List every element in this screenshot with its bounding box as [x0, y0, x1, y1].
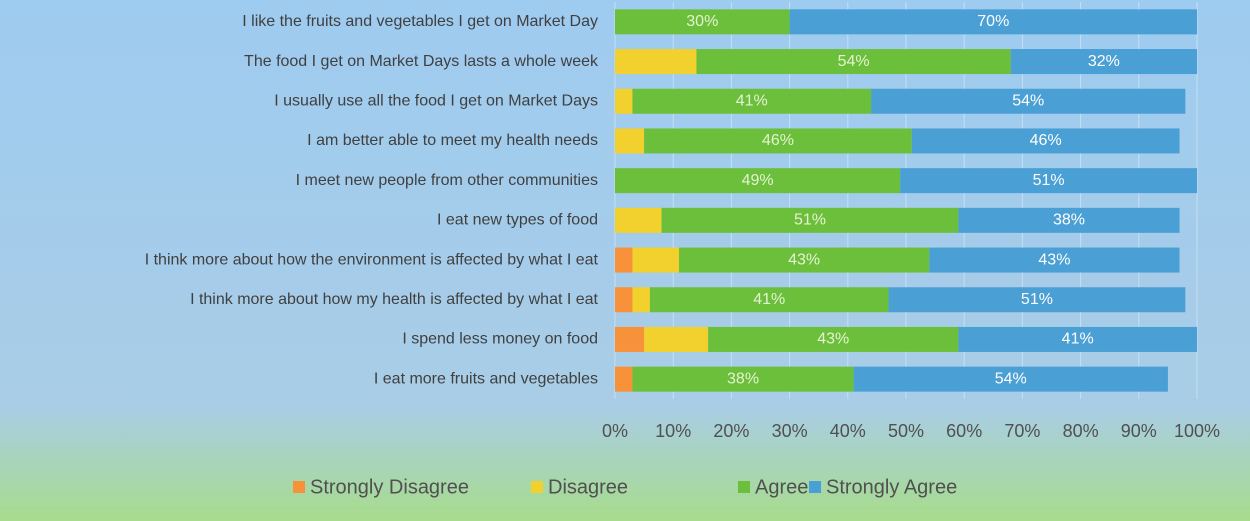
bar-segment	[615, 128, 645, 154]
bar-segment	[632, 88, 872, 114]
bar-segment	[789, 9, 1197, 35]
legend-swatch	[531, 481, 543, 493]
bar-segment	[632, 247, 680, 273]
bar-segment	[853, 366, 1168, 392]
bar-segment	[615, 168, 901, 194]
bar-segment	[615, 88, 633, 114]
bar-segment	[615, 247, 633, 273]
bar-segment	[911, 128, 1180, 154]
data-label: 51%	[794, 212, 826, 229]
data-label: 49%	[742, 172, 774, 189]
bar-segment	[888, 287, 1186, 313]
bar-segment	[644, 128, 912, 154]
bar-segment	[615, 326, 645, 352]
x-tick-label: 10%	[655, 421, 691, 441]
category-label: I eat new types of food	[437, 212, 598, 229]
legend-swatch	[293, 481, 305, 493]
data-label: 46%	[1030, 132, 1062, 149]
bar-segment	[615, 366, 633, 392]
x-tick-label: 70%	[1004, 421, 1040, 441]
bar-segment	[615, 207, 662, 233]
x-tick-label: 50%	[888, 421, 924, 441]
data-label: 41%	[1062, 331, 1094, 348]
data-label: 41%	[736, 92, 768, 109]
bar-segment	[708, 326, 959, 352]
category-label: I usually use all the food I get on Mark…	[274, 92, 598, 109]
data-label: 54%	[1012, 92, 1044, 109]
bar-segment	[958, 207, 1180, 233]
data-label: 38%	[1053, 212, 1085, 229]
legend-label: Strongly Agree	[826, 476, 957, 498]
data-label: 32%	[1088, 53, 1120, 70]
x-tick-label: 100%	[1174, 421, 1220, 441]
bar-segment	[644, 326, 709, 352]
data-label: 41%	[753, 291, 785, 308]
legend-label: Strongly Disagree	[310, 476, 469, 498]
bar-segment	[871, 88, 1186, 114]
data-label: 51%	[1033, 172, 1065, 189]
legend-swatch	[738, 481, 750, 493]
data-label: 54%	[995, 370, 1027, 387]
category-label: I like the fruits and vegetables I get o…	[242, 13, 598, 30]
x-tick-label: 0%	[602, 421, 628, 441]
data-label: 38%	[727, 370, 759, 387]
data-label: 70%	[977, 13, 1009, 30]
bar-segment	[661, 207, 959, 233]
bar-segment	[958, 326, 1197, 352]
data-label: 51%	[1021, 291, 1053, 308]
bar-segment	[615, 9, 790, 35]
x-tick-label: 20%	[713, 421, 749, 441]
category-label: I eat more fruits and vegetables	[374, 370, 598, 387]
legend-swatch	[809, 481, 821, 493]
data-label: 46%	[762, 132, 794, 149]
data-label: 43%	[817, 331, 849, 348]
bar-segment	[632, 287, 650, 313]
bar-segment	[696, 49, 1011, 75]
x-tick-label: 30%	[772, 421, 808, 441]
data-label: 30%	[686, 13, 718, 30]
category-label: I think more about how my health is affe…	[190, 291, 598, 308]
category-label: I meet new people from other communities	[296, 172, 598, 189]
bar-segment	[615, 49, 697, 75]
legend-label: Disagree	[548, 476, 628, 498]
data-label: 54%	[838, 53, 870, 70]
x-tick-label: 80%	[1063, 421, 1099, 441]
bar-segment	[632, 366, 854, 392]
data-label: 43%	[1038, 251, 1070, 268]
bar-segment	[1010, 49, 1197, 75]
category-label: The food I get on Market Days lasts a wh…	[244, 53, 599, 70]
data-label: 43%	[788, 251, 820, 268]
bar-segment	[649, 287, 889, 313]
category-label: I am better able to meet my health needs	[307, 132, 598, 149]
category-label: I spend less money on food	[402, 331, 598, 348]
x-tick-label: 60%	[946, 421, 982, 441]
category-label: I think more about how the environment i…	[145, 251, 599, 268]
x-tick-label: 90%	[1121, 421, 1157, 441]
bar-segment	[929, 247, 1180, 273]
bar-segment	[679, 247, 930, 273]
legend-label: Agree	[755, 476, 808, 498]
x-tick-label: 40%	[830, 421, 866, 441]
bar-segment	[615, 287, 633, 313]
bar-segment	[900, 168, 1197, 194]
